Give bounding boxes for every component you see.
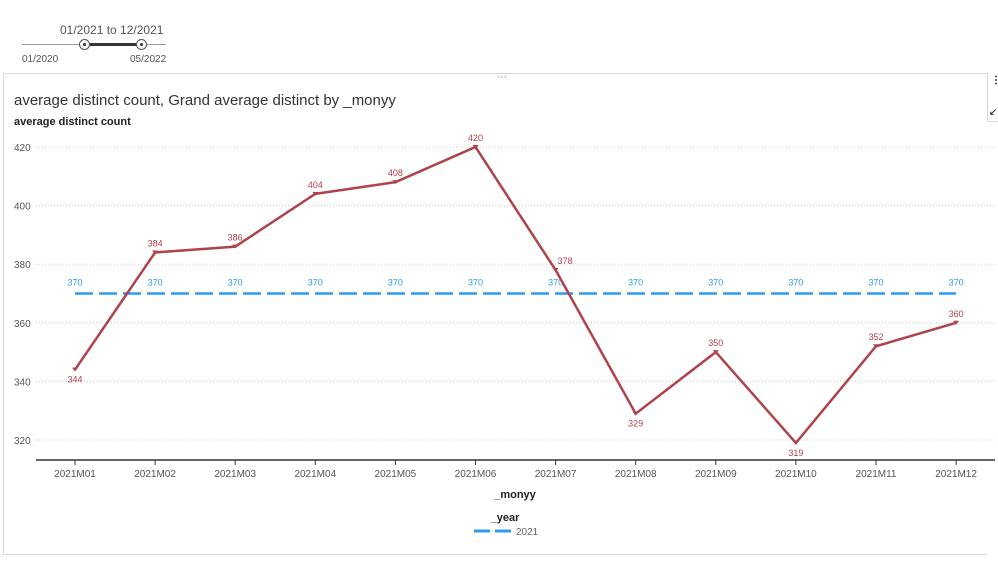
x-tick-label: 2021M01 <box>54 469 96 480</box>
chart-title: average distinct count, Grand average di… <box>14 92 396 109</box>
data-point-marker <box>873 344 879 349</box>
grand-average-data-label: 370 <box>708 278 723 288</box>
data-point-marker <box>712 350 719 355</box>
data-label: 350 <box>708 338 723 348</box>
data-point-marker <box>472 145 479 149</box>
x-tick-label: 2021M07 <box>535 469 577 480</box>
grand-average-data-label: 370 <box>468 278 483 288</box>
data-point-marker <box>953 320 960 325</box>
y-tick-label: 400 <box>14 202 31 213</box>
chart-panel <box>3 73 987 555</box>
x-tick-label: 2021M02 <box>134 469 176 480</box>
data-label: 386 <box>228 233 243 243</box>
x-axis-label: _monyy <box>493 489 536 501</box>
data-point-marker <box>72 367 78 372</box>
y-tick-label: 340 <box>14 377 31 388</box>
slider-end-handle[interactable] <box>136 39 147 50</box>
legend-title: _year <box>490 512 520 524</box>
grand-average-data-label: 370 <box>868 278 883 288</box>
data-point-marker <box>312 191 319 196</box>
x-tick-label: 2021M03 <box>214 469 256 480</box>
y-tick-label: 320 <box>14 436 31 447</box>
drag-handle-icon[interactable]: ⋯ <box>497 72 507 83</box>
data-label: 360 <box>949 309 964 319</box>
grand-average-data-label: 370 <box>949 278 964 288</box>
legend-entry-2021[interactable]: 2021 <box>516 527 539 538</box>
average-distinct-line <box>73 145 957 445</box>
more-options-icon[interactable]: ⋮ <box>991 75 998 86</box>
grand-average-data-label: 370 <box>148 278 163 288</box>
data-label: 384 <box>148 238 163 248</box>
grand-average-data-label: 370 <box>67 278 82 288</box>
data-label: 378 <box>558 256 573 266</box>
grand-average-data-label: 370 <box>628 278 643 288</box>
y-tick-label: 420 <box>14 143 31 154</box>
grand-average-data-label: 370 <box>228 278 243 288</box>
x-tick-label: 2021M04 <box>294 469 336 480</box>
slider-start-handle[interactable] <box>79 39 90 50</box>
data-point-marker <box>392 180 399 185</box>
data-label: 404 <box>308 180 323 190</box>
data-point-marker <box>792 440 799 445</box>
data-label: 319 <box>788 448 803 458</box>
x-tick-label: 2021M05 <box>375 469 417 480</box>
data-label: 408 <box>388 168 403 178</box>
data-label: 329 <box>628 419 643 429</box>
x-tick-label: 2021M09 <box>695 469 737 480</box>
collapse-icon[interactable]: ↙ <box>989 107 998 118</box>
slider-range-label: 01/2021 to 12/2021 <box>60 23 164 37</box>
slider-max-label: 05/2022 <box>130 54 167 65</box>
grand-average-data-label: 370 <box>788 278 803 288</box>
x-tick-label: 2021M08 <box>615 469 657 480</box>
grand-average-data-label: 370 <box>308 278 323 288</box>
y-axis-label: average distinct count <box>14 116 131 128</box>
data-point-marker <box>152 250 159 255</box>
slider-selected-range <box>85 43 142 46</box>
data-point-marker <box>232 244 239 249</box>
x-tick-label: 2021M12 <box>935 469 977 480</box>
grand-average-data-label: 370 <box>548 278 563 288</box>
data-label: 352 <box>868 332 883 342</box>
slider-min-label: 01/2020 <box>22 54 59 65</box>
date-range-slider[interactable]: 01/2021 to 12/2021 01/2020 05/2022 <box>20 20 170 70</box>
x-tick-label: 2021M10 <box>775 469 817 480</box>
x-tick-label: 2021M06 <box>455 469 497 480</box>
y-tick-label: 360 <box>14 319 31 330</box>
data-point-marker <box>552 268 559 273</box>
data-label: 420 <box>468 133 483 143</box>
data-point-marker <box>632 411 639 416</box>
y-tick-label: 380 <box>14 260 31 271</box>
x-tick-label: 2021M11 <box>856 469 897 480</box>
grand-average-data-label: 370 <box>388 278 403 288</box>
panel-toolbar: ⋮ ↙ <box>987 73 998 122</box>
data-label: 344 <box>67 375 82 385</box>
